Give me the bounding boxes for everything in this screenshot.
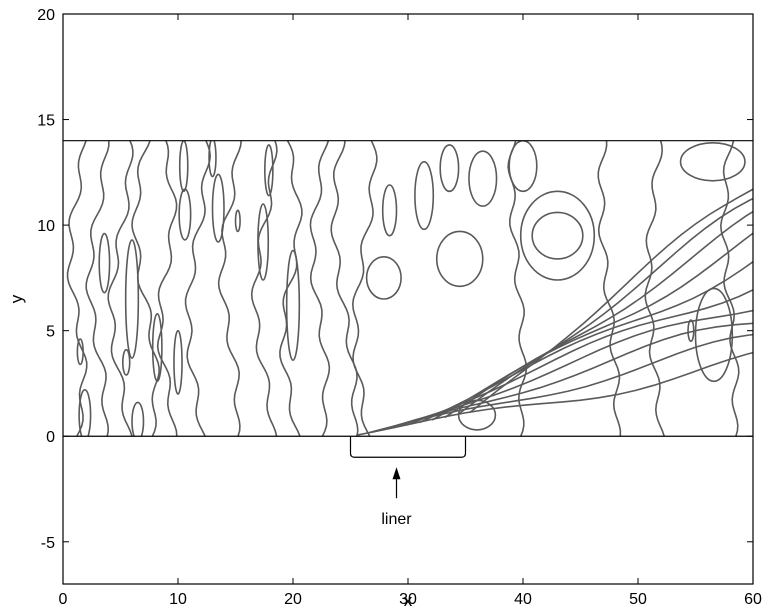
contour-band bbox=[381, 322, 753, 431]
contour-line bbox=[719, 140, 740, 437]
y-axis-ticks: -5 0 5 10 15 20 bbox=[37, 7, 753, 552]
contour-band bbox=[406, 288, 753, 426]
contour-loop bbox=[439, 144, 460, 193]
contour-loop bbox=[468, 150, 498, 207]
duct-walls bbox=[63, 140, 753, 437]
liner-bracket bbox=[349, 436, 467, 458]
contour-loop bbox=[257, 203, 270, 281]
contour-line bbox=[644, 140, 666, 437]
x-tick-label: 50 bbox=[629, 591, 647, 608]
contour-line bbox=[597, 140, 622, 437]
y-axis-label: y bbox=[7, 294, 26, 303]
contour-loop bbox=[76, 338, 84, 366]
contour-line bbox=[217, 140, 243, 437]
contour-band bbox=[469, 188, 753, 414]
y-tick-label: 20 bbox=[37, 7, 55, 24]
x-tick-label: 20 bbox=[284, 591, 302, 608]
contour-line bbox=[507, 140, 528, 437]
contour-line bbox=[156, 140, 178, 437]
y-tick-label: 10 bbox=[37, 218, 55, 235]
contour-band bbox=[444, 210, 753, 419]
contour-loop bbox=[435, 230, 484, 288]
liner-arrow-head bbox=[392, 467, 401, 480]
contour-lines bbox=[66, 140, 753, 437]
contour-band bbox=[393, 309, 753, 429]
x-axis-label: x bbox=[404, 591, 413, 610]
y-tick-label: -5 bbox=[41, 535, 55, 552]
x-tick-label: 0 bbox=[59, 591, 68, 608]
contour-line bbox=[250, 140, 278, 437]
contour-line bbox=[309, 140, 331, 437]
contour-loop bbox=[173, 329, 183, 395]
contour-band bbox=[356, 351, 753, 436]
contour-loop bbox=[211, 173, 225, 243]
contour-band bbox=[456, 197, 753, 416]
contour-loop bbox=[178, 140, 189, 193]
contour-loop bbox=[679, 141, 746, 182]
y-tick-label: 15 bbox=[37, 113, 55, 130]
contour-loop bbox=[131, 401, 145, 437]
contour-line bbox=[131, 140, 160, 437]
contour-line bbox=[330, 140, 359, 437]
y-tick-label: 0 bbox=[46, 429, 55, 446]
liner-annotation: liner bbox=[349, 436, 467, 528]
plot-frame bbox=[62, 13, 754, 585]
contour-line bbox=[85, 140, 110, 437]
contour-loop bbox=[178, 188, 192, 241]
contour-loop bbox=[519, 190, 596, 281]
x-tick-label: 10 bbox=[169, 591, 187, 608]
liner-label: liner bbox=[381, 511, 412, 528]
x-tick-label: 30 bbox=[399, 591, 417, 608]
contour-loop bbox=[122, 348, 131, 376]
contour-line bbox=[351, 140, 378, 437]
contour-loop bbox=[234, 209, 241, 233]
contour-loop bbox=[78, 388, 92, 437]
contour-loop bbox=[151, 312, 163, 383]
contour-loop bbox=[381, 184, 398, 237]
contour-loop bbox=[124, 239, 140, 359]
contour-loop bbox=[264, 144, 274, 197]
contour-line bbox=[66, 140, 88, 437]
x-axis-ticks: 0 10 20 30 40 50 60 bbox=[59, 14, 762, 608]
contour-loop bbox=[414, 160, 435, 231]
contour-loop bbox=[508, 140, 538, 193]
contour-line bbox=[107, 140, 134, 437]
contour-loop bbox=[285, 249, 301, 362]
x-tick-label: 40 bbox=[514, 591, 532, 608]
y-tick-label: 5 bbox=[46, 324, 55, 341]
contour-loop bbox=[694, 287, 734, 383]
contour-loop bbox=[208, 140, 217, 178]
contour-loop bbox=[531, 211, 584, 260]
contour-loop bbox=[365, 255, 402, 300]
x-tick-label: 60 bbox=[744, 591, 762, 608]
contour-loop bbox=[98, 232, 111, 294]
contour-line bbox=[184, 140, 212, 437]
